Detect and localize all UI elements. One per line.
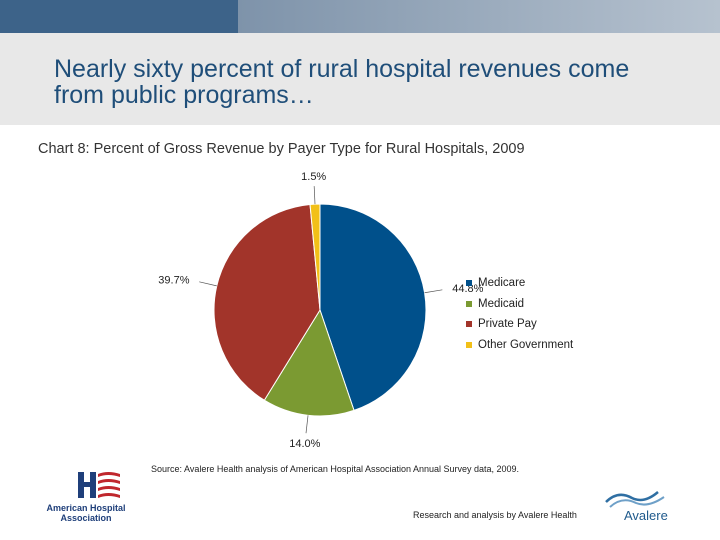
- chart-legend: Medicare Medicaid Private Pay Other Gove…: [466, 273, 573, 355]
- top-banner-dark: [0, 0, 238, 33]
- legend-label: Other Government: [478, 338, 574, 351]
- legend-item-private-pay: Private Pay: [466, 314, 573, 335]
- aha-logo-line-1: American Hospital: [46, 503, 126, 513]
- label-leader-line: [424, 289, 443, 294]
- top-banner: [0, 0, 720, 33]
- legend-label: Private Pay: [478, 318, 537, 331]
- pie-slice-medicaid: [263, 308, 355, 417]
- legend-swatch: [466, 321, 472, 328]
- aha-logo: American Hospital Association: [40, 470, 132, 526]
- aha-h-flag-icon: [78, 472, 120, 498]
- title-band: [0, 33, 720, 125]
- label-leader-line: [305, 415, 309, 434]
- avalere-logo-text: Avalere: [624, 508, 668, 523]
- avalere-wave-icon: [605, 491, 665, 508]
- data-label-other-government: 1.5%: [301, 171, 326, 183]
- pie-slice-medicare: [319, 203, 427, 412]
- label-leader-line: [199, 281, 217, 287]
- avalere-logo: Avalere: [596, 488, 686, 528]
- data-label-medicare: 44.8%: [452, 283, 483, 295]
- data-label-medicaid: 14.0%: [289, 438, 320, 450]
- legend-label: Medicaid: [478, 297, 525, 310]
- source-note: Source: Avalere Health analysis of Ameri…: [151, 464, 520, 474]
- pie-slice-private-pay: [213, 203, 321, 401]
- legend-swatch: [466, 341, 472, 348]
- chart-subtitle: Chart 8: Percent of Gross Revenue by Pay…: [38, 141, 525, 157]
- legend-item-other-government: Other Government: [466, 335, 573, 356]
- aha-logo-line-2: Association: [60, 513, 112, 523]
- legend-swatch: [466, 280, 472, 287]
- legend-label: Medicare: [478, 277, 526, 290]
- data-label-private-pay: 39.7%: [158, 275, 189, 287]
- legend-swatch: [466, 300, 472, 307]
- aha-logo-text: American Hospital Association: [40, 503, 132, 523]
- slide-title: Nearly sixty percent of rural hospital r…: [54, 55, 630, 109]
- top-banner-light: [238, 0, 720, 33]
- credit-note: Research and analysis by Avalere Health: [413, 510, 577, 520]
- legend-item-medicare: Medicare: [466, 273, 573, 294]
- label-leader-line: [313, 186, 316, 205]
- legend-item-medicaid: Medicaid: [466, 294, 573, 315]
